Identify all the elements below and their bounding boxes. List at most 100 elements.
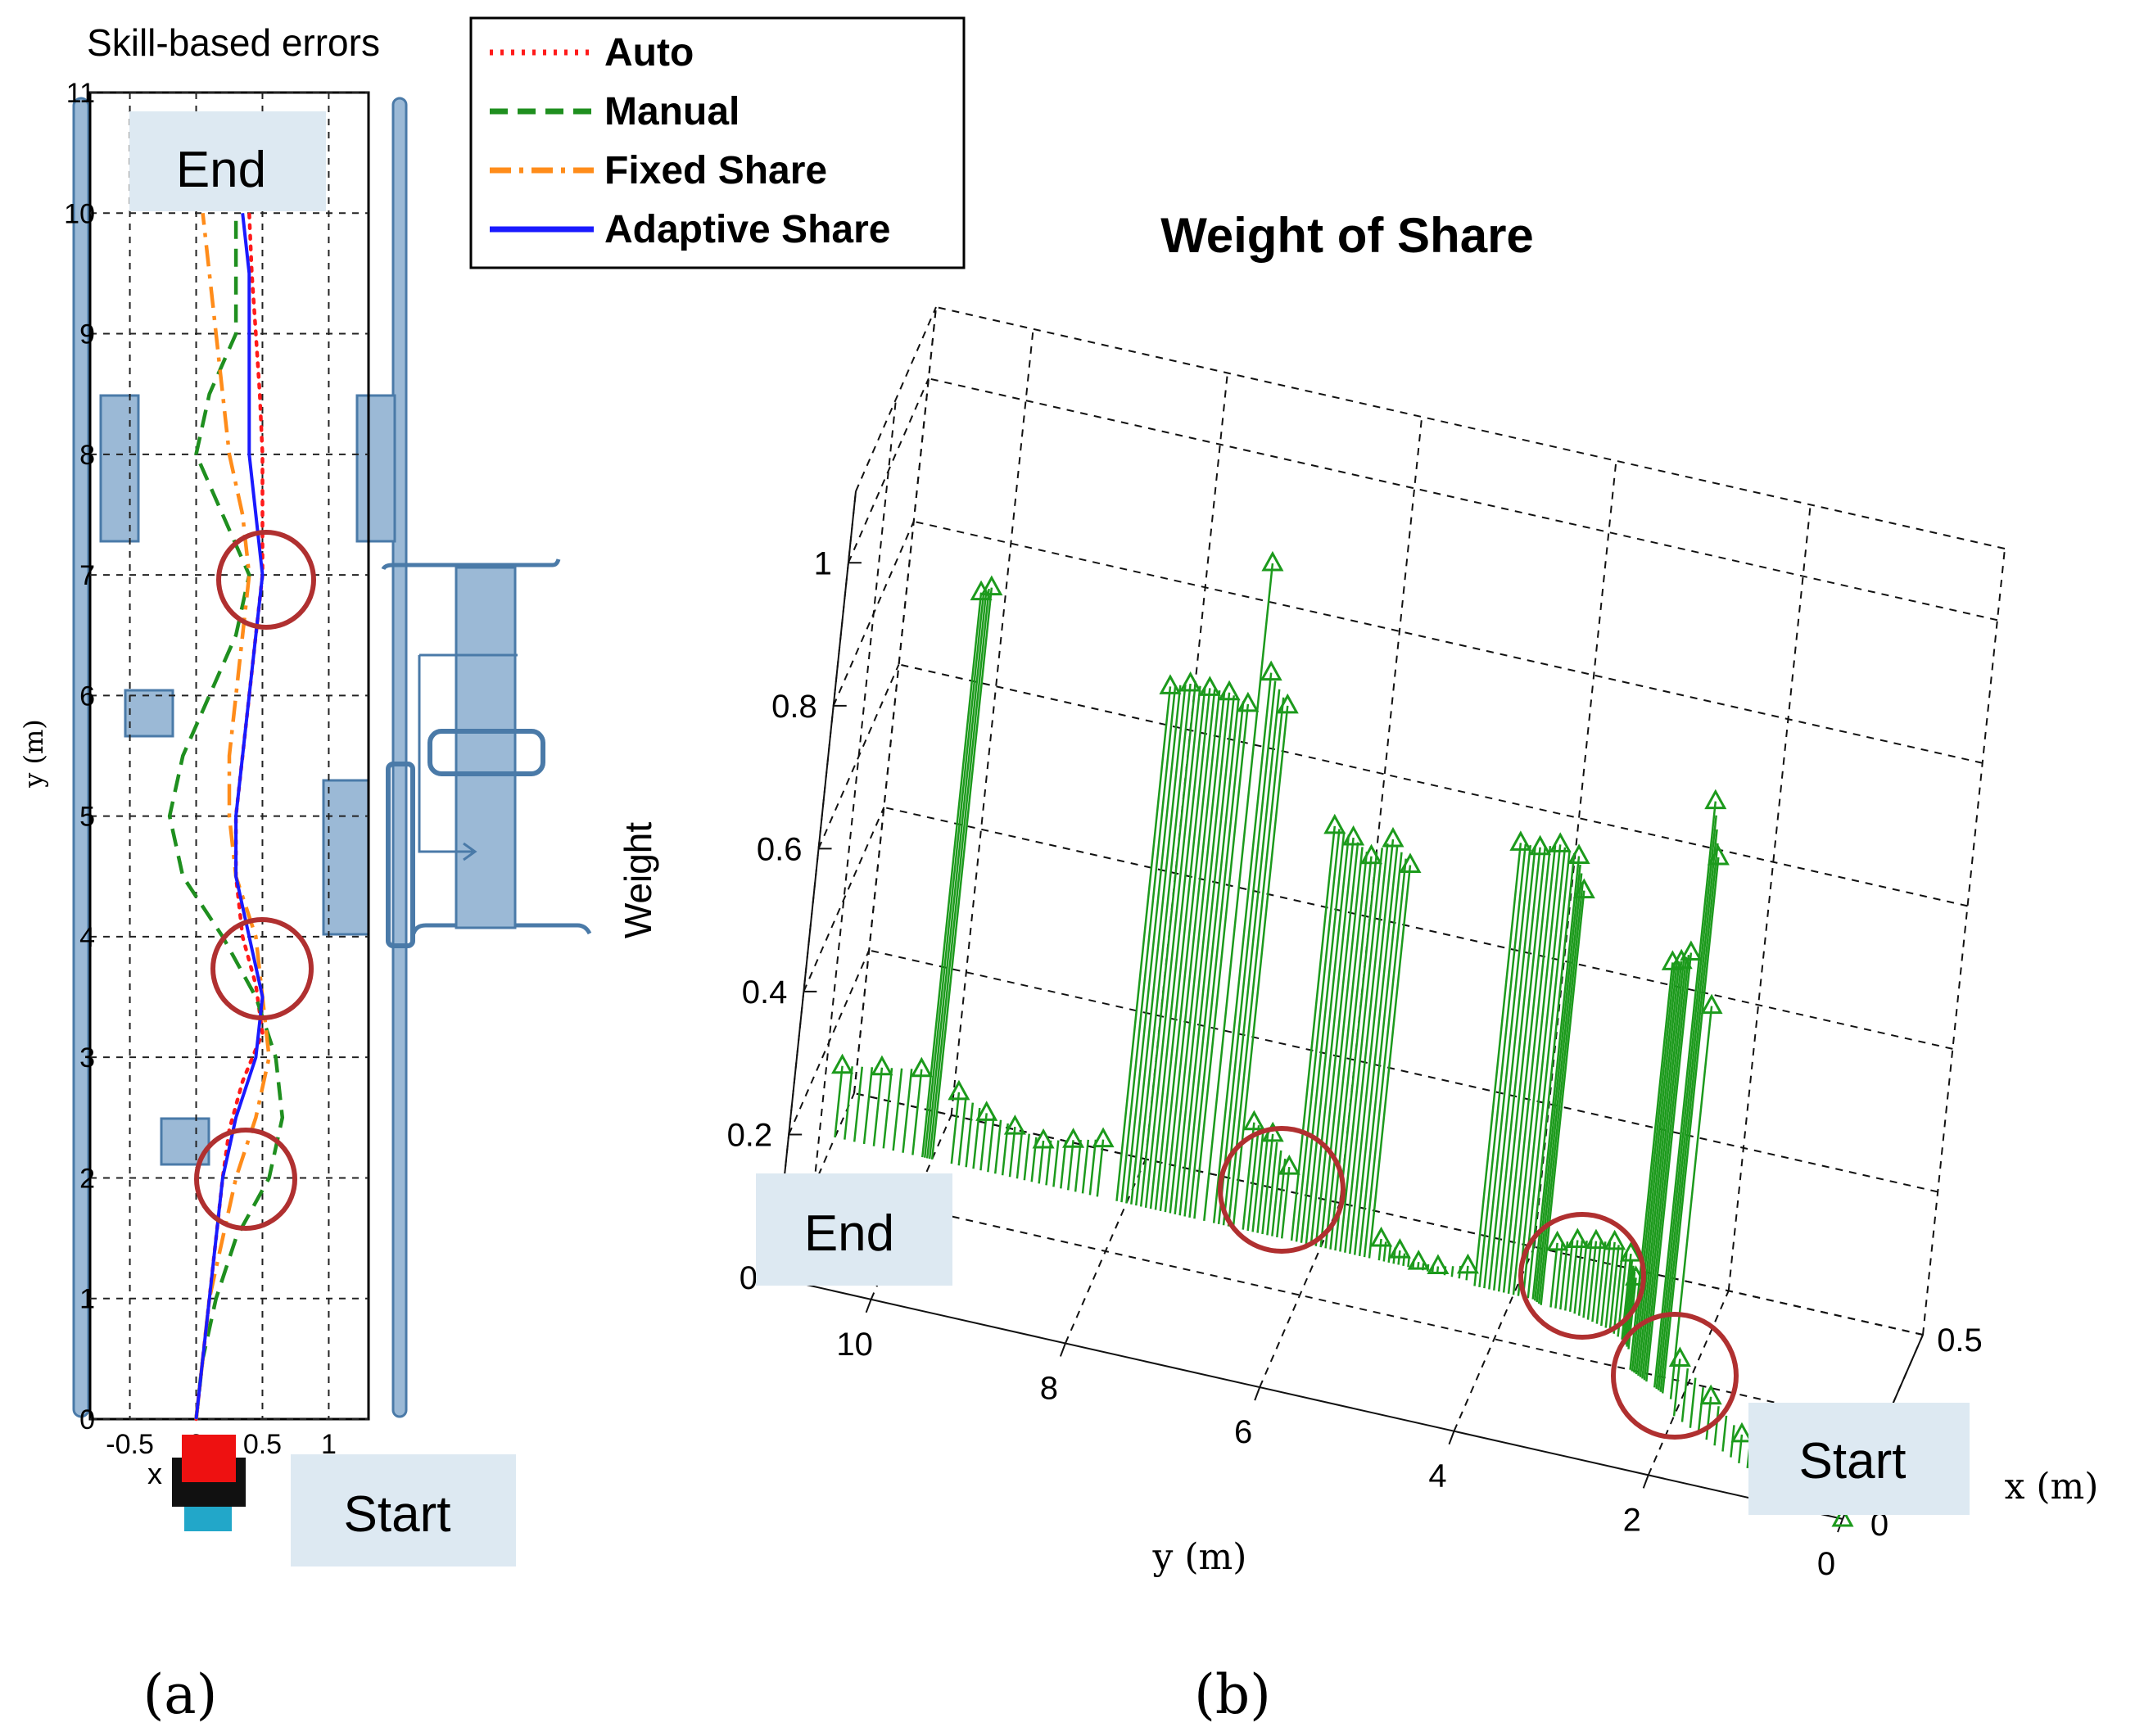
- grid-line-3d: [813, 1184, 1884, 1428]
- weight-stem: [1324, 851, 1368, 1249]
- weight-stem: [1527, 852, 1576, 1299]
- weight-marker: [1509, 830, 1532, 851]
- weight-stem: [1159, 689, 1216, 1211]
- weight-stem: [987, 1116, 995, 1173]
- y-tick-mark: [1059, 1343, 1066, 1357]
- weight-stem: [1537, 881, 1585, 1304]
- weight-stem: [1081, 1139, 1090, 1194]
- weight-stem: [1622, 1259, 1634, 1342]
- legend: Auto Manual Fixed Share Adaptive Share: [469, 16, 966, 269]
- weight-stem: [1637, 961, 1683, 1377]
- weight-stem: [862, 1067, 874, 1145]
- weight-stem: [844, 1066, 853, 1140]
- weight-stem: [1483, 844, 1531, 1289]
- weight-stem: [1643, 954, 1690, 1381]
- weight-marker: [1661, 950, 1684, 970]
- z-tick-label: 0.8: [771, 689, 817, 725]
- weight-marker: [1003, 1114, 1026, 1135]
- weight-stem: [1600, 1241, 1612, 1327]
- weight-marker: [1218, 680, 1241, 701]
- z-tick-label: 0.4: [742, 974, 788, 1010]
- y-tick-label: 3: [79, 1042, 95, 1074]
- grid-line-3d: [928, 377, 1998, 622]
- obstacle-box: [160, 1117, 210, 1166]
- weight-stem: [1738, 1434, 1744, 1463]
- end-label: End: [804, 1205, 894, 1262]
- y-tick-label: 2: [79, 1163, 95, 1194]
- door-frame: [386, 762, 415, 948]
- weight-stem: [1271, 1150, 1282, 1236]
- z-tick-label: 0: [740, 1260, 758, 1296]
- panel-b-z-label: Weight: [617, 822, 659, 939]
- end-marker-a: End: [129, 111, 326, 211]
- weight-stem: [1295, 829, 1341, 1242]
- weight-stem: [1193, 703, 1250, 1219]
- weight-stem: [923, 591, 985, 1158]
- weight-stem: [1577, 1240, 1588, 1316]
- weight-marker: [1730, 1422, 1753, 1443]
- weight-stem: [1125, 685, 1182, 1204]
- weight-stem: [1672, 1359, 1681, 1417]
- weight-stem: [1653, 801, 1717, 1388]
- weight-stem: [1251, 1128, 1265, 1232]
- panel-a-grid: [90, 92, 369, 1420]
- panel-a-axes-frame: [88, 91, 370, 1421]
- weight-stem: [1280, 1166, 1291, 1239]
- weight-stem: [1478, 843, 1527, 1287]
- weight-marker: [1242, 1110, 1265, 1131]
- weight-stem: [1217, 680, 1277, 1225]
- weight-marker: [1456, 1253, 1479, 1274]
- highlight-circle: [1518, 1212, 1646, 1340]
- weight-stem: [1573, 1240, 1584, 1314]
- weight-stem: [1144, 685, 1201, 1208]
- weight-marker: [871, 1055, 893, 1076]
- weight-stem: [1329, 856, 1373, 1250]
- weight-stem: [853, 1066, 863, 1142]
- y-tick-label: 4: [1428, 1458, 1446, 1494]
- weight-stem: [1488, 846, 1536, 1290]
- weight-stem: [834, 1065, 844, 1138]
- right-wall-strip: [391, 97, 408, 1418]
- x-tick-label: 0.5: [243, 1429, 282, 1460]
- panel-a-skill-based-errors: Skill-based errors -0.5 0 0.5 1 0 1 2 3 4 5 6 7 8 9 1…: [18, 21, 592, 1726]
- y-tick-mark: [1642, 1475, 1649, 1489]
- y-tick-mark: [865, 1299, 872, 1313]
- weight-stem: [1377, 1238, 1382, 1261]
- weight-stem: [1613, 1247, 1624, 1334]
- weight-stem: [1564, 1241, 1574, 1311]
- weight-stem: [1242, 1122, 1255, 1230]
- weight-stem: [1305, 834, 1350, 1245]
- weight-stem: [1349, 839, 1395, 1255]
- panel-a-label: (a): [143, 1663, 218, 1726]
- weight-stem: [1344, 843, 1389, 1253]
- weight-marker: [970, 580, 993, 601]
- weight-marker: [831, 1053, 854, 1074]
- z-tick-label: 1: [814, 545, 832, 581]
- legend-label: Auto: [604, 31, 694, 75]
- start-label-box: [1748, 1403, 1970, 1515]
- weight-stem: [1115, 686, 1172, 1201]
- weight-stem: [972, 1107, 981, 1169]
- weight-stem: [1412, 1259, 1415, 1268]
- weight-marker: [1427, 1254, 1450, 1275]
- grid-line-3d: [855, 306, 937, 492]
- y-tick-label: 6: [79, 680, 95, 712]
- weight-stem: [1319, 847, 1364, 1248]
- y-tick-label: 6: [1234, 1414, 1252, 1450]
- grid-line-3d: [913, 520, 1983, 764]
- weight-stem: [1497, 846, 1547, 1292]
- weight-stem: [1517, 847, 1567, 1296]
- grid-line-3d: [884, 806, 1953, 1050]
- weight-stem: [1657, 829, 1718, 1391]
- bench: [455, 566, 517, 929]
- weight-stem: [1309, 837, 1355, 1245]
- z-tick-label: 0.2: [727, 1117, 773, 1153]
- z-tick-label: 0.6: [757, 831, 803, 867]
- weight-stem: [1669, 1006, 1713, 1399]
- obstacle-box: [355, 394, 396, 543]
- weight-marker: [1546, 1230, 1569, 1251]
- weight-stem: [965, 1102, 975, 1168]
- weight-stem: [1030, 1137, 1038, 1182]
- y-tick-label: 0: [79, 1404, 95, 1435]
